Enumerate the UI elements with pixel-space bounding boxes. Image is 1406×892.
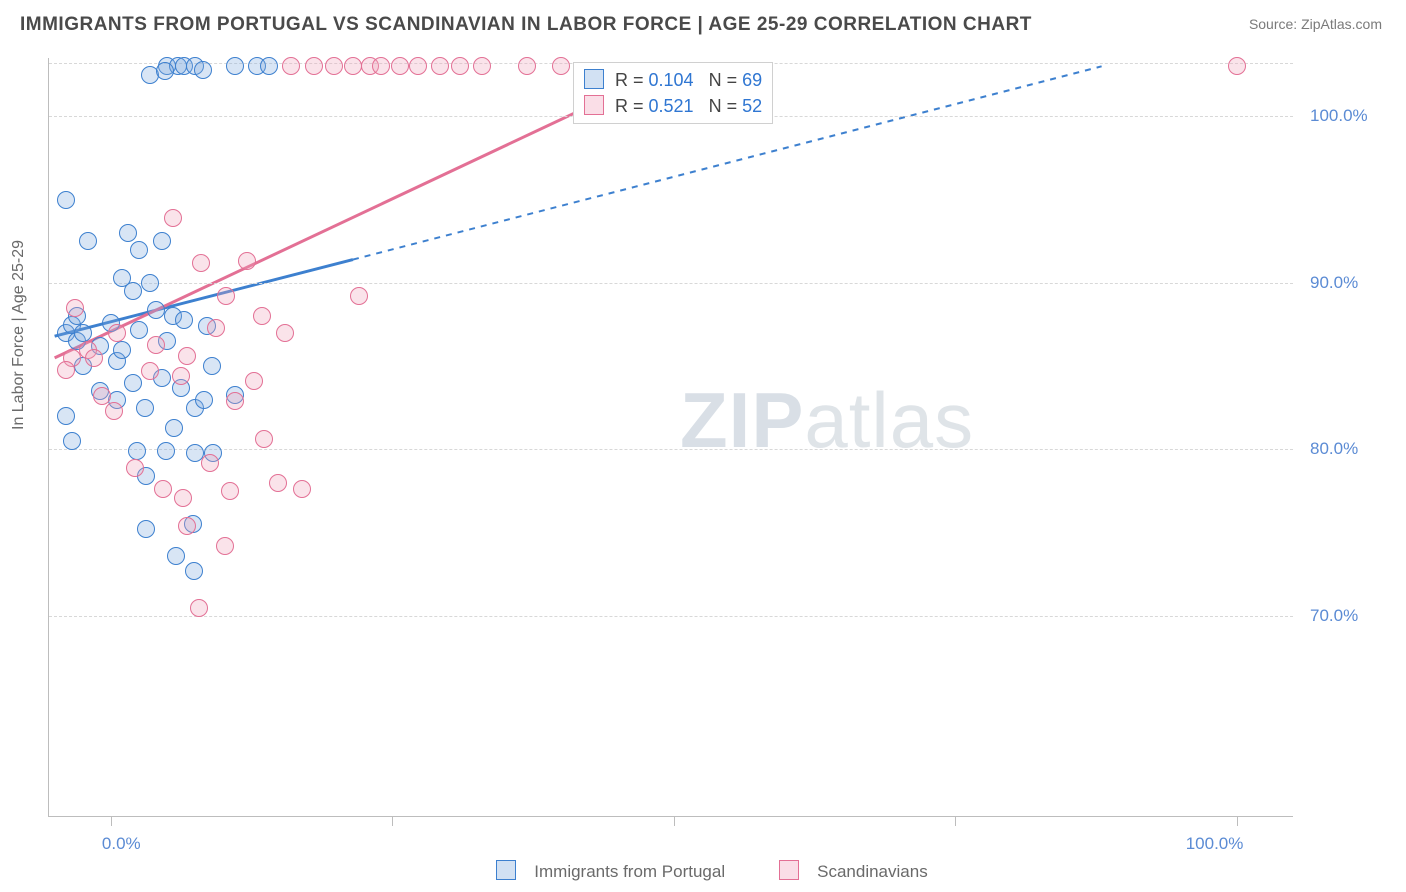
data-point-portugal [57,407,75,425]
data-point-portugal [226,57,244,75]
data-point-portugal [136,399,154,417]
correlation-stats-box: R = 0.104 N = 69 R = 0.521 N = 52 [573,62,773,124]
x-tick-label: 100.0% [1186,834,1244,854]
data-point-scandinavian [255,430,273,448]
x-tick [1237,816,1238,826]
data-point-portugal [156,62,174,80]
data-point-portugal [167,547,185,565]
stats-row-portugal: R = 0.104 N = 69 [584,67,762,93]
x-tick [392,816,393,826]
data-point-portugal [175,311,193,329]
data-point-scandinavian [221,482,239,500]
legend-bottom: Immigrants from Portugal Scandinavians [0,860,1406,882]
data-point-scandinavian [154,480,172,498]
data-point-portugal [153,232,171,250]
data-point-portugal [119,224,137,242]
legend-item-portugal: Immigrants from Portugal [478,862,725,881]
data-point-scandinavian [238,252,256,270]
watermark-light: atlas [804,376,974,464]
data-point-scandinavian [192,254,210,272]
gridline-h [49,449,1293,450]
data-point-scandinavian [147,336,165,354]
data-point-portugal [124,374,142,392]
data-point-scandinavian [190,599,208,617]
y-tick-label: 90.0% [1310,273,1358,293]
data-point-portugal [141,274,159,292]
data-point-scandinavian [344,57,362,75]
x-tick [674,816,675,826]
watermark-bold: ZIP [680,376,804,464]
data-point-scandinavian [293,480,311,498]
data-point-portugal [57,191,75,209]
data-point-scandinavian [245,372,263,390]
x-tick [955,816,956,826]
data-point-scandinavian [174,489,192,507]
data-point-scandinavian [216,537,234,555]
data-point-scandinavian [164,209,182,227]
data-point-portugal [185,562,203,580]
data-point-scandinavian [269,474,287,492]
data-point-scandinavian [350,287,368,305]
chart-title: IMMIGRANTS FROM PORTUGAL VS SCANDINAVIAN… [20,14,1032,36]
data-point-scandinavian [66,299,84,317]
gridline-h [49,616,1293,617]
data-point-scandinavian [201,454,219,472]
watermark: ZIPatlas [680,375,974,466]
data-point-portugal [157,442,175,460]
chart-overlay-svg [49,58,1293,816]
data-point-scandinavian [305,57,323,75]
data-point-portugal [130,241,148,259]
data-point-scandinavian [276,324,294,342]
gridline-h [49,283,1293,284]
data-point-scandinavian [451,57,469,75]
data-point-scandinavian [207,319,225,337]
data-point-portugal [203,357,221,375]
data-point-scandinavian [85,349,103,367]
data-point-portugal [74,324,92,342]
data-point-scandinavian [217,287,235,305]
data-point-scandinavian [431,57,449,75]
stats-row-scandinavian: R = 0.521 N = 52 [584,93,762,119]
data-point-portugal [137,520,155,538]
data-point-portugal [195,391,213,409]
data-point-portugal [147,301,165,319]
data-point-scandinavian [253,307,271,325]
data-point-scandinavian [226,392,244,410]
data-point-portugal [165,419,183,437]
legend-item-scandinavian: Scandinavians [761,862,928,881]
data-point-scandinavian [172,367,190,385]
source-attribution: Source: ZipAtlas.com [1249,16,1382,32]
y-tick-label: 80.0% [1310,439,1358,459]
data-point-portugal [128,442,146,460]
data-point-portugal [79,232,97,250]
data-point-scandinavian [1228,57,1246,75]
x-tick-label: 0.0% [102,834,141,854]
data-point-scandinavian [178,347,196,365]
y-tick-label: 100.0% [1310,106,1368,126]
data-point-scandinavian [282,57,300,75]
data-point-scandinavian [57,361,75,379]
data-point-portugal [63,432,81,450]
data-point-scandinavian [409,57,427,75]
data-point-scandinavian [325,57,343,75]
y-tick-label: 70.0% [1310,606,1358,626]
data-point-portugal [194,61,212,79]
data-point-portugal [130,321,148,339]
data-point-scandinavian [108,324,126,342]
x-tick [111,816,112,826]
data-point-scandinavian [372,57,390,75]
plot-area [48,58,1293,817]
data-point-portugal [260,57,278,75]
data-point-scandinavian [126,459,144,477]
data-point-portugal [124,282,142,300]
data-point-scandinavian [105,402,123,420]
data-point-scandinavian [552,57,570,75]
y-axis-label: In Labor Force | Age 25-29 [10,240,28,430]
data-point-scandinavian [473,57,491,75]
data-point-scandinavian [391,57,409,75]
data-point-portugal [113,341,131,359]
data-point-scandinavian [518,57,536,75]
